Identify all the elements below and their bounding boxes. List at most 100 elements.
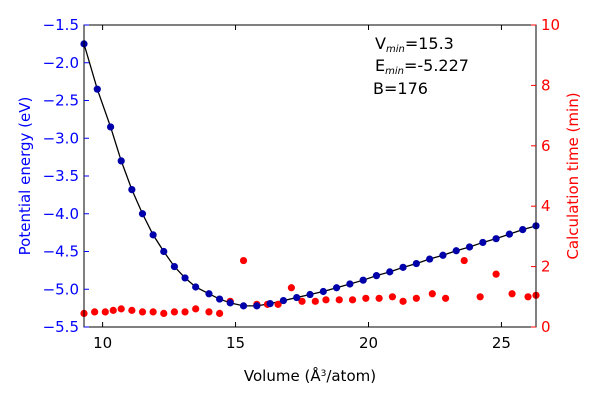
time-point-24: [348, 296, 357, 304]
y-axis-right-label: Calculation time (min): [564, 92, 582, 259]
energy-point-12: [216, 295, 224, 303]
energy-point-16: [266, 299, 274, 308]
time-point-15: [239, 256, 248, 265]
time-point-28: [399, 297, 407, 305]
y-left-tick-label-0: −5.5: [43, 318, 79, 336]
time-point-11: [192, 305, 200, 313]
energy-point-6: [149, 231, 157, 239]
time-point-4: [117, 305, 125, 313]
y-left-tick-label-7: −2.0: [43, 54, 79, 72]
time-point-36: [524, 293, 532, 301]
energy-point-24: [372, 272, 381, 280]
time-point-8: [160, 309, 168, 318]
x-tick-label-10: 10: [93, 334, 112, 352]
axes-ticks: 10 15 20 25−5.5−5.0−4.5−4.0−3.5−3.0−2.5−2.0…: [43, 16, 561, 352]
calculation-time-series: [80, 256, 540, 318]
time-point-21: [311, 297, 319, 305]
time-point-18: [274, 300, 282, 308]
energy-point-17: [279, 296, 288, 305]
y-right-tick-label-2: 2: [541, 258, 551, 276]
time-point-1: [91, 308, 99, 316]
time-point-30: [428, 290, 436, 298]
energy-point-7: [160, 247, 168, 256]
energy-point-23: [359, 276, 367, 284]
energy-point-1: [93, 85, 101, 93]
y-left-tick-label-4: −3.5: [43, 167, 79, 185]
time-point-5: [128, 306, 136, 314]
energy-point-15: [253, 302, 261, 310]
energy-point-22: [346, 280, 354, 288]
energy-point-32: [479, 238, 487, 247]
y-right-tick-label-6: 6: [541, 137, 551, 155]
time-point-26: [375, 294, 383, 302]
y-axis-left-label: Potential energy (eV): [16, 97, 34, 256]
energy-point-25: [386, 268, 394, 276]
energy-point-8: [170, 263, 178, 271]
time-point-13: [216, 309, 224, 318]
time-point-34: [492, 270, 500, 278]
time-point-29: [412, 294, 420, 302]
energy-point-30: [452, 247, 460, 255]
time-point-27: [388, 293, 397, 301]
energy-point-18: [293, 293, 301, 302]
energy-point-35: [519, 226, 527, 234]
y-left-tick-label-2: −4.5: [43, 243, 79, 261]
time-point-33: [476, 293, 484, 301]
time-point-31: [442, 294, 450, 302]
energy-point-2: [106, 123, 115, 131]
y-left-tick-label-1: −5.0: [43, 280, 79, 298]
time-point-10: [181, 308, 189, 316]
energy-point-5: [138, 210, 147, 218]
axes-labels: Volume (Å3/atom) Potential energy (eV) C…: [16, 92, 582, 385]
x-axis-label: Volume (Å3/atom): [244, 366, 376, 385]
time-point-25: [362, 294, 370, 302]
time-point-6: [138, 308, 147, 316]
fit-curve-line: [83, 43, 537, 307]
time-point-20: [298, 297, 306, 305]
time-point-32: [460, 256, 468, 265]
annotation-e-min: Emin=-5.227: [375, 56, 469, 77]
energy-point-21: [332, 284, 341, 292]
x-tick-label-25: 25: [492, 334, 511, 352]
x-tick-label-20: 20: [359, 334, 378, 352]
energy-point-28: [426, 255, 434, 263]
energy-point-14: [239, 302, 248, 310]
time-point-19: [287, 284, 295, 292]
energy-point-26: [399, 263, 407, 271]
energy-point-10: [192, 283, 200, 291]
time-point-23: [335, 296, 343, 304]
time-point-7: [149, 308, 157, 316]
energy-point-20: [319, 287, 327, 296]
annotation-v-min: Vmin=15.3: [375, 34, 454, 55]
fit-curve-layer: [83, 43, 537, 307]
y-left-tick-label-5: −3.0: [43, 129, 79, 147]
time-point-22: [322, 296, 330, 304]
time-point-35: [508, 290, 516, 298]
y-left-tick-label-6: −2.5: [43, 92, 79, 110]
energy-point-33: [492, 235, 500, 243]
y-right-tick-label-10: 10: [541, 16, 560, 34]
energy-point-29: [439, 251, 447, 259]
y-left-tick-label-3: −4.0: [43, 205, 79, 223]
time-point-3: [109, 306, 117, 314]
energy-point-27: [412, 259, 420, 268]
energy-point-9: [181, 274, 189, 282]
y-left-tick-label-8: −1.5: [43, 16, 79, 34]
annotations: Vmin=15.3 Emin=-5.227 B=176: [373, 34, 469, 98]
energy-point-4: [128, 185, 136, 194]
annotation-bulk-modulus: B=176: [373, 79, 428, 98]
energy-point-3: [117, 157, 125, 165]
energy-point-13: [226, 299, 234, 307]
energy-point-34: [505, 230, 514, 238]
time-point-2: [101, 308, 109, 316]
y-right-tick-label-4: 4: [541, 197, 551, 215]
energy-point-11: [205, 290, 213, 298]
y-right-tick-label-0: 0: [541, 318, 551, 336]
energy-point-19: [306, 290, 314, 299]
time-point-9: [170, 308, 178, 316]
energy-point-31: [465, 243, 474, 251]
y-right-tick-label-8: 8: [541, 76, 551, 94]
x-tick-label-15: 15: [226, 334, 245, 352]
potential-energy-series: [80, 40, 540, 310]
